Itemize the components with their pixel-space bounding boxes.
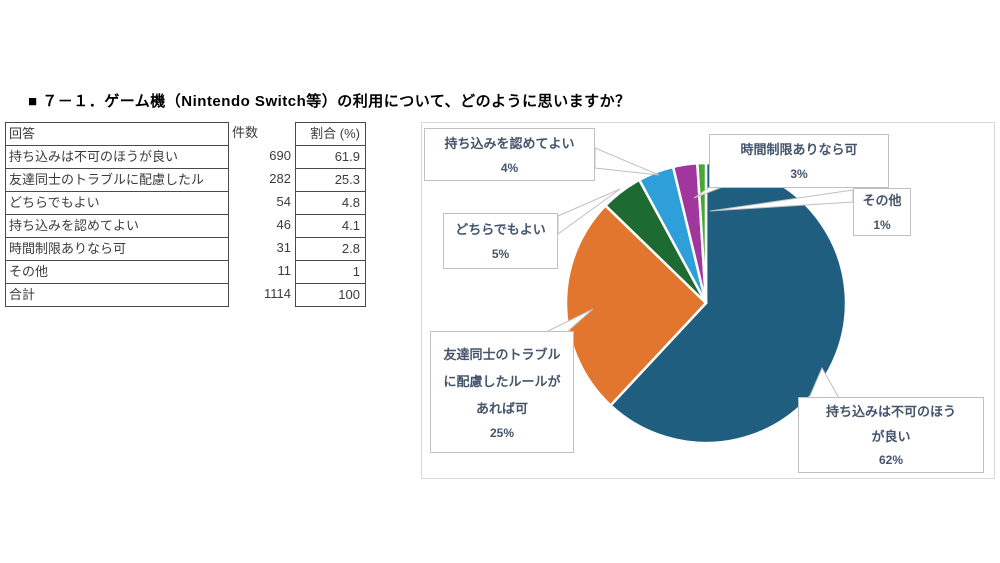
table-row: 友達同士のトラブルに配慮したル 282 25.3	[5, 168, 366, 192]
leader-mochikomi-mitome	[594, 147, 660, 176]
callout-leader-lines	[545, 147, 854, 399]
percent-cell: 4.1	[295, 214, 366, 238]
table-row: 時間制限ありなら可 31 2.8	[5, 237, 366, 261]
count-cell: 46	[276, 217, 291, 232]
answer-cell: 時間制限ありなら可	[5, 237, 229, 261]
callout-label: その他	[862, 193, 902, 208]
callout-label: が良い	[871, 429, 911, 444]
table-row: どちらでもよい 54 4.8	[5, 191, 366, 215]
answer-cell: どちらでもよい	[5, 191, 229, 215]
answer-cell: その他	[5, 260, 229, 284]
callout-jikan-seigen: 時間制限ありなら可 3%	[709, 134, 889, 188]
percent-cell: 2.8	[295, 237, 366, 261]
header-count: 件数	[232, 125, 259, 140]
count-cell: 1114	[264, 286, 291, 301]
callout-sonota: その他 1%	[853, 188, 911, 236]
percent-cell: 4.8	[295, 191, 366, 215]
pie-slices	[564, 161, 848, 445]
answer-cell: 持ち込みは不可のほうが良い	[5, 145, 229, 169]
table-row: 合計 1114 100	[5, 283, 366, 307]
callout-label: に配慮したルールが	[443, 373, 561, 389]
callout-label: 持ち込みは不可のほう	[825, 404, 956, 419]
callout-percent: 62%	[878, 453, 904, 467]
percent-cell: 61.9	[295, 145, 366, 169]
pie-slice-2	[564, 204, 708, 407]
callout-label: 友達同士のトラブル	[443, 346, 561, 362]
table-row: その他 11 1	[5, 260, 366, 284]
answer-cell: 友達同士のトラブルに配慮したル	[5, 168, 229, 192]
callout-percent: 5%	[491, 247, 510, 261]
count-cell: 282	[269, 171, 291, 186]
header-percent: 割合 (%)	[295, 122, 366, 146]
percent-cell: 100	[295, 283, 366, 307]
callout-mochikomi-mitome: 持ち込みを認めてよい 4%	[424, 128, 595, 181]
callout-label: あれば可	[475, 400, 528, 416]
callout-percent: 25%	[489, 425, 515, 440]
table-row: 持ち込みは不可のほうが良い 690 61.9	[5, 145, 366, 169]
answer-cell: 持ち込みを認めてよい	[5, 214, 229, 238]
callout-percent: 3%	[790, 167, 808, 181]
percent-cell: 25.3	[295, 168, 366, 192]
count-cell: 31	[276, 240, 291, 255]
count-cell: 11	[277, 263, 292, 278]
count-cell: 54	[276, 194, 291, 209]
callout-label: 持ち込みを認めてよい	[444, 135, 575, 151]
table-row: 持ち込みを認めてよい 46 4.1	[5, 214, 366, 238]
results-table: 回答 件数 割合 (%) 持ち込みは不可のほうが良い 690 61.9 友達同士のトラブルに…	[5, 122, 366, 307]
callout-percent: 4%	[500, 160, 519, 175]
leader-dochira	[557, 188, 621, 235]
answer-cell: 合計	[5, 283, 229, 307]
callout-fuka: 持ち込みは不可のほう が良い 62%	[798, 397, 984, 473]
count-cell: 690	[269, 148, 291, 163]
callout-dochira: どちらでもよい 5%	[443, 213, 558, 269]
callout-label: 時間制限ありなら可	[740, 142, 858, 157]
percent-cell: 1	[295, 260, 366, 284]
pie-chart-svg	[545, 147, 854, 445]
callout-tomodachi: 友達同士のトラブル に配慮したルールが あれば可 25%	[430, 331, 574, 453]
callout-label: どちらでもよい	[455, 222, 546, 237]
question-title: ■ ７－１．ゲーム機（Nintendo Switch等）の利用について、どのよう…	[28, 93, 631, 110]
header-answer: 回答	[5, 122, 229, 146]
callout-percent: 1%	[873, 218, 891, 232]
table-header-row: 回答 件数 割合 (%)	[5, 122, 366, 146]
pie-slice-6	[696, 161, 708, 305]
pie-chart-area: 持ち込みを認めてよい 4% 時間制限ありなら可 3% その他 1% どちらでもよ…	[421, 122, 995, 479]
